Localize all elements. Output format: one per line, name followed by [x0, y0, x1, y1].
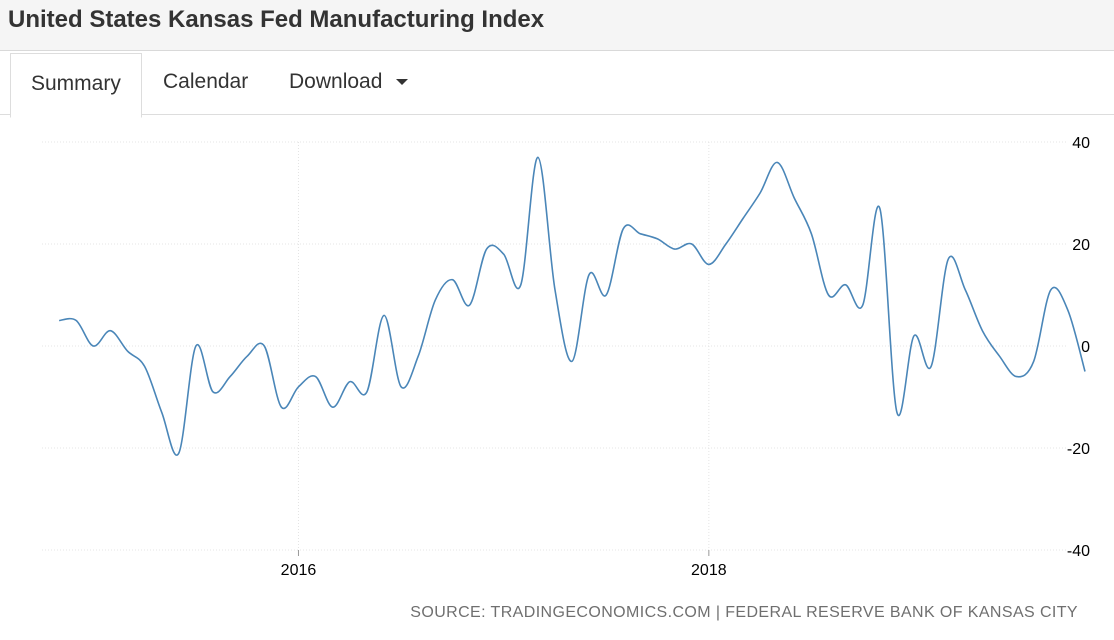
chevron-down-icon — [396, 79, 409, 86]
y-tick-label: 20 — [1072, 237, 1090, 254]
y-tick-label: 0 — [1081, 339, 1090, 356]
data-point — [793, 197, 796, 200]
data-point — [160, 411, 163, 414]
data-point — [707, 263, 710, 266]
data-point — [605, 294, 608, 297]
tab-summary-label: Summary — [31, 72, 121, 95]
data-point — [400, 385, 403, 388]
data-point — [844, 283, 847, 286]
data-point — [246, 355, 249, 358]
data-point — [75, 319, 78, 322]
data-point — [964, 288, 967, 291]
data-point — [895, 411, 898, 414]
tab-calendar-label: Calendar — [163, 70, 249, 93]
data-point — [776, 161, 779, 164]
data-point — [913, 334, 916, 337]
chart: 40 20 0 -20 -40 2016 2018 — [42, 135, 1090, 579]
data-point — [656, 237, 659, 240]
data-point — [485, 248, 488, 251]
data-point — [92, 345, 95, 348]
data-point — [263, 345, 266, 348]
data-point — [1015, 375, 1018, 378]
y-tick-label: 40 — [1072, 135, 1090, 152]
tab-bar: Summary Calendar Download — [0, 51, 1114, 118]
data-point — [690, 243, 693, 246]
data-point — [177, 452, 180, 455]
data-point — [759, 192, 762, 195]
data-point — [451, 278, 454, 281]
data-point — [810, 232, 813, 235]
data-point — [878, 207, 881, 210]
data-point — [1084, 370, 1087, 373]
x-tick-label: 2018 — [691, 562, 727, 579]
tab-download[interactable]: Download — [289, 51, 409, 115]
source-credit: SOURCE: TRADINGECONOMICS.COM | FEDERAL R… — [410, 604, 1078, 621]
data-point — [365, 390, 368, 393]
data-point — [417, 355, 420, 358]
data-point — [673, 248, 676, 251]
data-point — [468, 304, 471, 307]
data-point — [724, 243, 727, 246]
data-point — [1049, 288, 1052, 291]
data-point — [998, 355, 1001, 358]
data-point — [314, 375, 317, 378]
data-point — [553, 288, 556, 291]
data-point — [331, 406, 334, 409]
data-point — [502, 253, 505, 256]
data-point — [1032, 360, 1035, 363]
page-title: United States Kansas Fed Manufacturing I… — [8, 6, 545, 33]
data-point — [930, 365, 933, 368]
y-tick-label: -40 — [1067, 543, 1090, 560]
data-point — [211, 390, 214, 393]
y-tick-label: -20 — [1067, 441, 1090, 458]
data-point — [58, 319, 61, 322]
data-point — [861, 304, 864, 307]
data-point — [827, 294, 830, 297]
data-point — [434, 299, 437, 302]
data-point — [229, 375, 232, 378]
data-point — [297, 385, 300, 388]
data-point — [126, 350, 129, 353]
tab-summary[interactable]: Summary — [10, 53, 142, 118]
data-point — [588, 273, 591, 276]
tab-download-label: Download — [289, 70, 383, 93]
x-tick-label: 2016 — [281, 562, 317, 579]
data-point — [639, 232, 642, 235]
data-point — [571, 360, 574, 363]
data-point — [536, 156, 539, 159]
data-point — [194, 345, 197, 348]
data-point — [1066, 309, 1069, 312]
data-point — [348, 380, 351, 383]
series-line — [59, 156, 1086, 456]
data-point — [143, 365, 146, 368]
data-point — [109, 329, 112, 332]
tab-calendar[interactable]: Calendar — [163, 51, 248, 115]
data-point — [622, 227, 625, 230]
data-point — [280, 406, 283, 409]
data-point — [382, 314, 385, 317]
data-point — [981, 329, 984, 332]
data-point — [519, 283, 522, 286]
data-point — [742, 217, 745, 220]
data-point — [947, 258, 950, 261]
title-bar: United States Kansas Fed Manufacturing I… — [0, 0, 1114, 51]
